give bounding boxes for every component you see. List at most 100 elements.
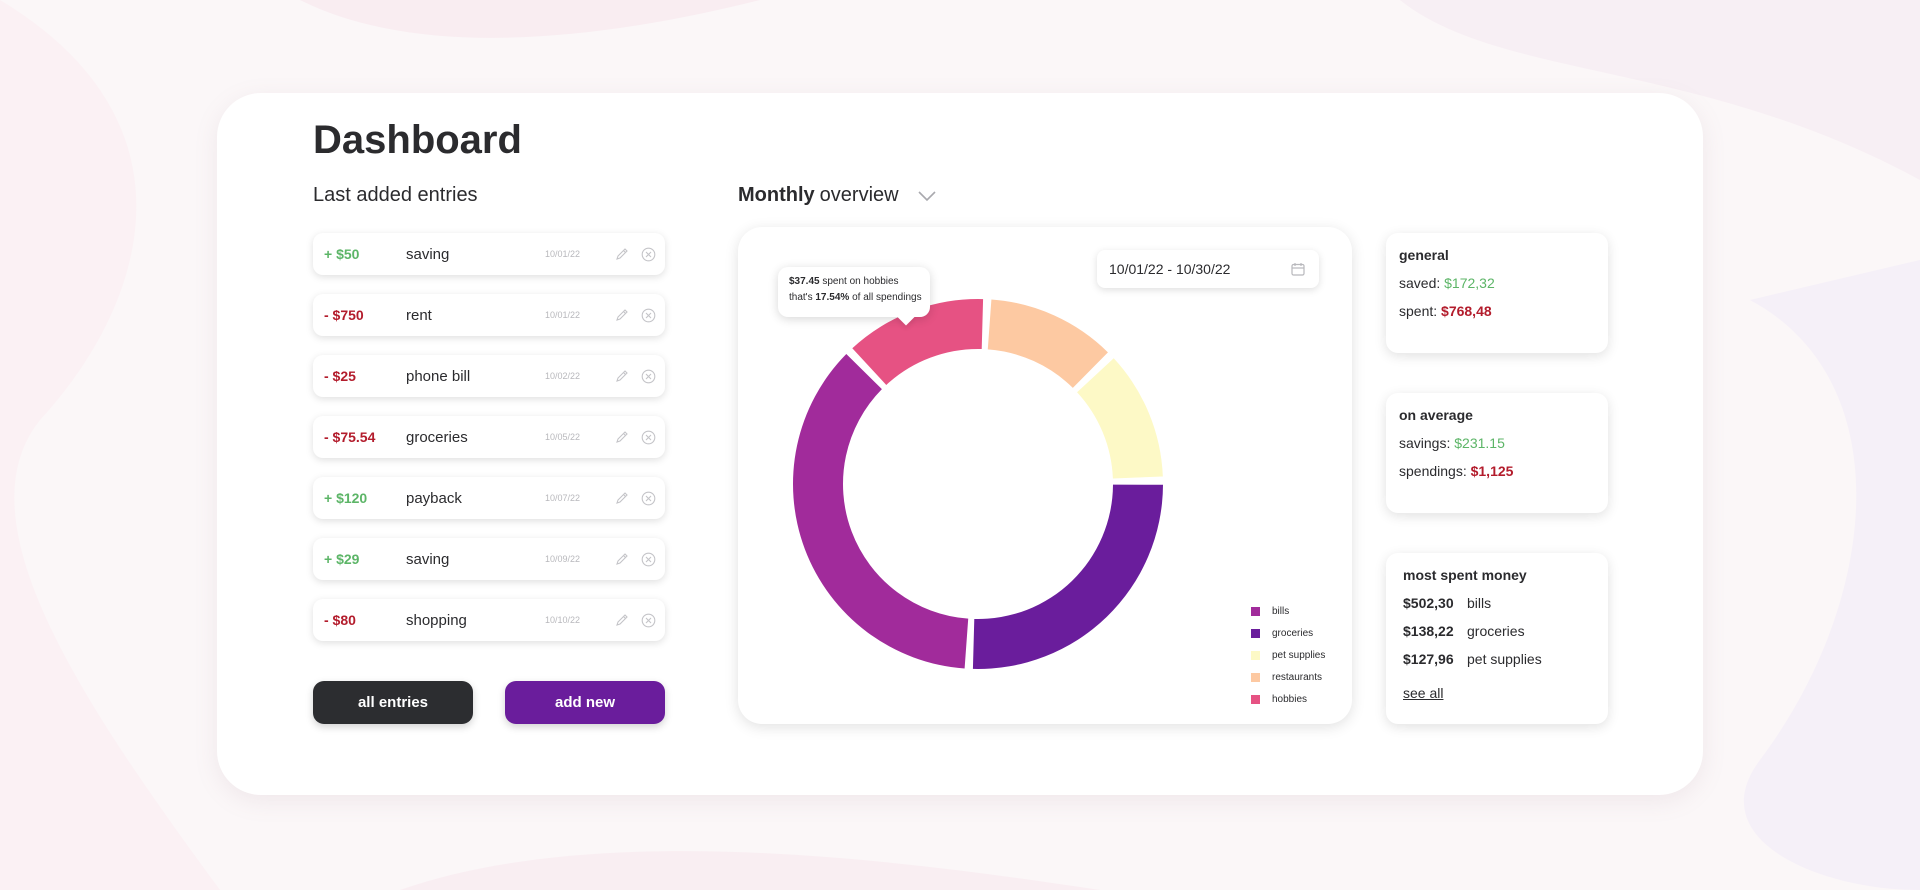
date-range-picker[interactable]: 10/01/22 - 10/30/22: [1097, 250, 1319, 288]
most-spent-value: $502,30: [1403, 595, 1454, 611]
entry-date: 10/09/22: [545, 554, 581, 564]
legend-label: groceries: [1272, 627, 1314, 639]
overview-title-bold: Monthly: [738, 184, 815, 206]
date-range-value: 10/01/22 - 10/30/22: [1109, 261, 1231, 277]
close-icon[interactable]: [635, 247, 661, 262]
close-icon[interactable]: [635, 308, 661, 323]
legend-swatch: [1251, 694, 1260, 704]
entry-name: groceries: [406, 428, 468, 446]
most-spent-row: $502,30 bills: [1403, 595, 1608, 623]
page-title: Dashboard: [313, 118, 522, 162]
entry-date: 10/07/22: [545, 493, 581, 503]
close-icon[interactable]: [635, 430, 661, 445]
savings-label: savings:: [1399, 435, 1451, 451]
donut-slice-hobbies[interactable]: [852, 299, 984, 385]
most-spent-label: groceries: [1467, 623, 1525, 639]
saved-label: saved:: [1399, 275, 1441, 291]
donut-slice-restaurants[interactable]: [987, 299, 1108, 388]
entry-date: 10/02/22: [545, 371, 581, 381]
entry-row[interactable]: + $50 saving 10/01/22: [313, 233, 665, 275]
pencil-icon[interactable]: [609, 613, 635, 627]
most-spent-label: pet supplies: [1467, 651, 1542, 667]
saved-row: saved: $172,32: [1399, 275, 1608, 303]
close-icon[interactable]: [635, 491, 661, 506]
donut-slice-bills[interactable]: [793, 354, 969, 669]
spent-label: spent:: [1399, 303, 1438, 319]
saved-value: $172,32: [1444, 275, 1495, 291]
most-spent-value: $127,96: [1403, 651, 1454, 667]
legend-swatch: [1251, 606, 1260, 616]
pencil-icon[interactable]: [609, 430, 635, 444]
all-entries-button[interactable]: all entries: [313, 681, 473, 724]
calendar-icon: [1291, 262, 1305, 279]
add-new-button[interactable]: add new: [505, 681, 665, 724]
entry-date: 10/01/22: [545, 310, 581, 320]
average-title: on average: [1399, 407, 1473, 423]
entry-name: payback: [406, 489, 462, 507]
entry-amount: + $50: [324, 246, 360, 262]
legend-item: bills: [1251, 600, 1325, 622]
close-icon[interactable]: [635, 552, 661, 567]
most-spent-row: $138,22 groceries: [1403, 623, 1608, 651]
donut-slice-groceries[interactable]: [972, 484, 1163, 669]
tooltip-text2b: of all spendings: [852, 292, 922, 303]
pencil-icon[interactable]: [609, 247, 635, 261]
entry-row[interactable]: - $80 shopping 10/10/22: [313, 599, 665, 641]
see-all-link[interactable]: see all: [1403, 685, 1444, 701]
pencil-icon[interactable]: [609, 369, 635, 383]
entry-amount: - $25: [324, 368, 356, 384]
most-spent-row: $127,96 pet supplies: [1403, 651, 1608, 679]
pencil-icon[interactable]: [609, 552, 635, 566]
entry-row[interactable]: - $25 phone bill 10/02/22: [313, 355, 665, 397]
entry-name: saving: [406, 245, 450, 263]
tooltip-text2a: that's: [789, 292, 813, 303]
tooltip-text1: spent on hobbies: [822, 276, 899, 287]
spendings-row: spendings: $1,125: [1399, 463, 1608, 491]
chart-card: 10/01/22 - 10/30/22 $37.45 spent on hobb…: [738, 227, 1352, 724]
chart-tooltip: $37.45 spent on hobbies that's 17.54% of…: [778, 267, 930, 326]
savings-row: savings: $231.15: [1399, 435, 1608, 463]
entry-row[interactable]: - $750 rent 10/01/22: [313, 294, 665, 336]
overview-title: Monthly overview: [738, 184, 937, 207]
entry-date: 10/05/22: [545, 432, 581, 442]
entry-date: 10/01/22: [545, 249, 581, 259]
entry-amount: - $80: [324, 612, 356, 628]
general-title: general: [1399, 247, 1449, 263]
legend-label: bills: [1272, 605, 1290, 617]
legend-label: pet supplies: [1272, 649, 1326, 661]
tooltip-amount: $37.45: [789, 276, 820, 287]
close-icon[interactable]: [635, 613, 661, 628]
legend-swatch: [1251, 650, 1260, 660]
most-spent-title: most spent money: [1403, 567, 1527, 583]
donut-slice-pet-supplies[interactable]: [1077, 358, 1163, 479]
entry-amount: - $75.54: [324, 429, 376, 445]
legend-label: restaurants: [1272, 671, 1323, 683]
legend-swatch: [1251, 628, 1260, 638]
spendings-value: $1,125: [1470, 463, 1514, 479]
legend-item: groceries: [1251, 622, 1325, 644]
most-spent-card: most spent money $502,30 bills $138,22 groc…: [1386, 553, 1608, 724]
pencil-icon[interactable]: [609, 491, 635, 505]
donut-chart: [793, 299, 1163, 669]
entry-row[interactable]: + $120 payback 10/07/22: [313, 477, 665, 519]
legend-label: hobbies: [1272, 693, 1308, 705]
most-spent-label: bills: [1467, 595, 1492, 611]
entry-row[interactable]: + $29 saving 10/09/22: [313, 538, 665, 580]
entry-row[interactable]: - $75.54 groceries 10/05/22: [313, 416, 665, 458]
entry-amount: - $750: [324, 307, 364, 323]
chevron-down-icon[interactable]: [917, 190, 937, 202]
entry-name: rent: [406, 306, 432, 324]
pencil-icon[interactable]: [609, 308, 635, 322]
savings-value: $231.15: [1454, 435, 1505, 451]
tooltip-percent: 17.54%: [815, 292, 850, 303]
close-icon[interactable]: [635, 369, 661, 384]
average-card: on average savings: $231.15 spendings: $…: [1386, 393, 1608, 513]
spent-value: $768,48: [1441, 303, 1492, 319]
overview-title-rest: overview: [819, 184, 899, 206]
entry-name: phone bill: [406, 367, 471, 385]
entry-name: saving: [406, 550, 450, 568]
entry-name: shopping: [406, 611, 467, 629]
entries-section-title: Last added entries: [313, 184, 478, 206]
most-spent-value: $138,22: [1403, 623, 1454, 639]
